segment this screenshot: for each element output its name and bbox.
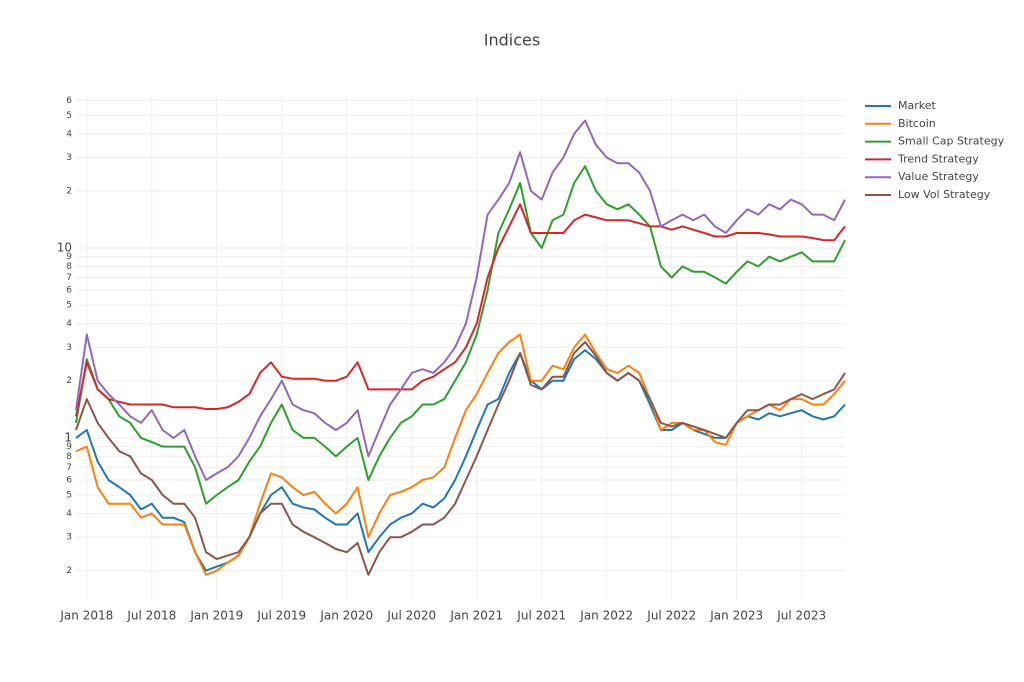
x-tick-label: Jan 2023 (709, 609, 763, 623)
y-tick-label: 3 (66, 343, 72, 353)
legend-label: Market (898, 99, 936, 112)
y-tick-label: 2 (66, 376, 72, 386)
y-tick-label: 9 (66, 442, 72, 452)
x-tick-label: Jan 2022 (579, 609, 633, 623)
y-tick-label: 4 (66, 319, 72, 329)
y-tick-label: 8 (66, 262, 72, 272)
x-tick-label: Jul 2020 (386, 609, 436, 623)
x-tick-label: Jan 2021 (449, 609, 503, 623)
x-tick-label: Jul 2022 (646, 609, 696, 623)
y-tick-label: 5 (66, 301, 72, 311)
y-tick-label: 7 (66, 273, 72, 283)
series-line (75, 349, 846, 572)
legend-label: Low Vol Strategy (898, 188, 991, 201)
y-tick-label: 5 (66, 111, 72, 121)
series-line (75, 341, 846, 576)
legend-label: Trend Strategy (897, 152, 979, 165)
x-tick-label: Jan 2020 (319, 609, 373, 623)
y-tick-label: 4 (66, 129, 72, 139)
x-tick-label: Jul 2023 (776, 609, 826, 623)
y-tick-label: 8 (66, 452, 72, 462)
y-tick-label: 3 (66, 533, 72, 543)
series-line (75, 333, 846, 576)
series-line (75, 203, 846, 417)
y-tick-label: 2 (66, 566, 72, 576)
y-tick-label: 4 (66, 509, 72, 519)
y-tick-label: 1 (64, 430, 72, 444)
x-tick-label: Jul 2021 (516, 609, 566, 623)
x-tick-label: Jul 2018 (126, 609, 176, 623)
y-tick-label: 3 (66, 153, 72, 163)
y-tick-label: 6 (66, 286, 72, 296)
y-tick-label: 9 (66, 252, 72, 262)
legend-label: Value Strategy (898, 170, 979, 183)
y-tick-label: 6 (66, 96, 72, 106)
legend-label: Small Cap Strategy (898, 135, 1005, 148)
legend-label: Bitcoin (898, 117, 936, 130)
series-line (75, 119, 846, 481)
y-tick-label: 10 (57, 241, 72, 255)
x-tick-label: Jan 2018 (59, 609, 113, 623)
chart-title: Indices (484, 31, 540, 50)
x-tick-label: Jul 2019 (256, 609, 306, 623)
y-tick-label: 2 (66, 186, 72, 196)
series-line (75, 165, 846, 505)
y-tick-label: 5 (66, 491, 72, 501)
x-tick-label: Jan 2019 (189, 609, 243, 623)
y-tick-label: 7 (66, 463, 72, 473)
y-tick-label: 6 (66, 476, 72, 486)
